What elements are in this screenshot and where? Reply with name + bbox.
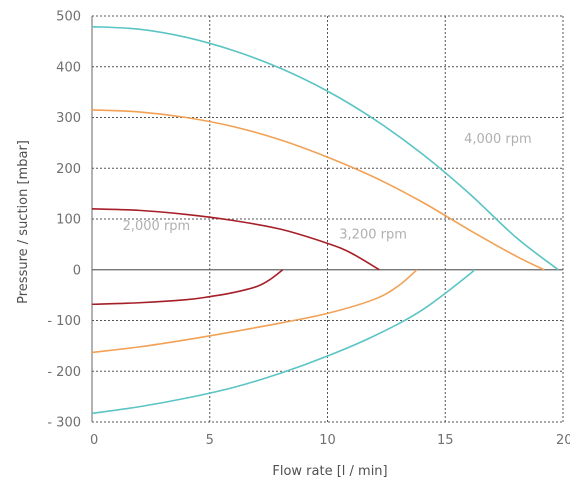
series-line-2 xyxy=(91,269,475,415)
annotations: 4,000 rpm 3,200 rpm 2,000 rpm xyxy=(123,132,532,242)
x-tick-label: 0 xyxy=(90,433,98,448)
x-tick-label: 20 xyxy=(556,433,570,448)
x-tick-label: 5 xyxy=(206,433,214,448)
y-tick-label: - 300 xyxy=(47,416,81,431)
rpm-annotation: 4,000 rpm xyxy=(464,132,532,147)
y-tick-label: 500 xyxy=(56,10,81,25)
tick-labels: 500 400 300 200 100 0 - 100 - 200 - 300 0 5 10 15 20 xyxy=(47,10,570,449)
series-line-3 xyxy=(91,109,545,271)
series-line-1 xyxy=(91,25,559,271)
grid xyxy=(92,15,564,423)
y-tick-label: 100 xyxy=(56,213,81,228)
y-tick-label: 400 xyxy=(56,60,81,75)
rpm-annotation: 2,000 rpm xyxy=(123,219,191,234)
series-line-6 xyxy=(91,269,284,306)
axes xyxy=(91,16,563,422)
y-tick-label: 200 xyxy=(56,162,81,177)
series-line-4 xyxy=(91,269,418,354)
y-tick-label: - 200 xyxy=(47,365,81,380)
y-axis-title: Pressure / suction [mbar] xyxy=(16,140,31,304)
y-tick-label: 300 xyxy=(56,111,81,126)
y-tick-label: - 100 xyxy=(47,314,81,329)
y-tick-label: 0 xyxy=(73,263,81,278)
x-axis-title: Flow rate [l / min] xyxy=(272,464,387,479)
x-tick-label: 10 xyxy=(319,433,336,448)
x-tick-label: 15 xyxy=(437,433,454,448)
rpm-annotation: 3,200 rpm xyxy=(339,227,407,242)
series-lines xyxy=(91,25,559,415)
series-line-5 xyxy=(91,208,380,271)
